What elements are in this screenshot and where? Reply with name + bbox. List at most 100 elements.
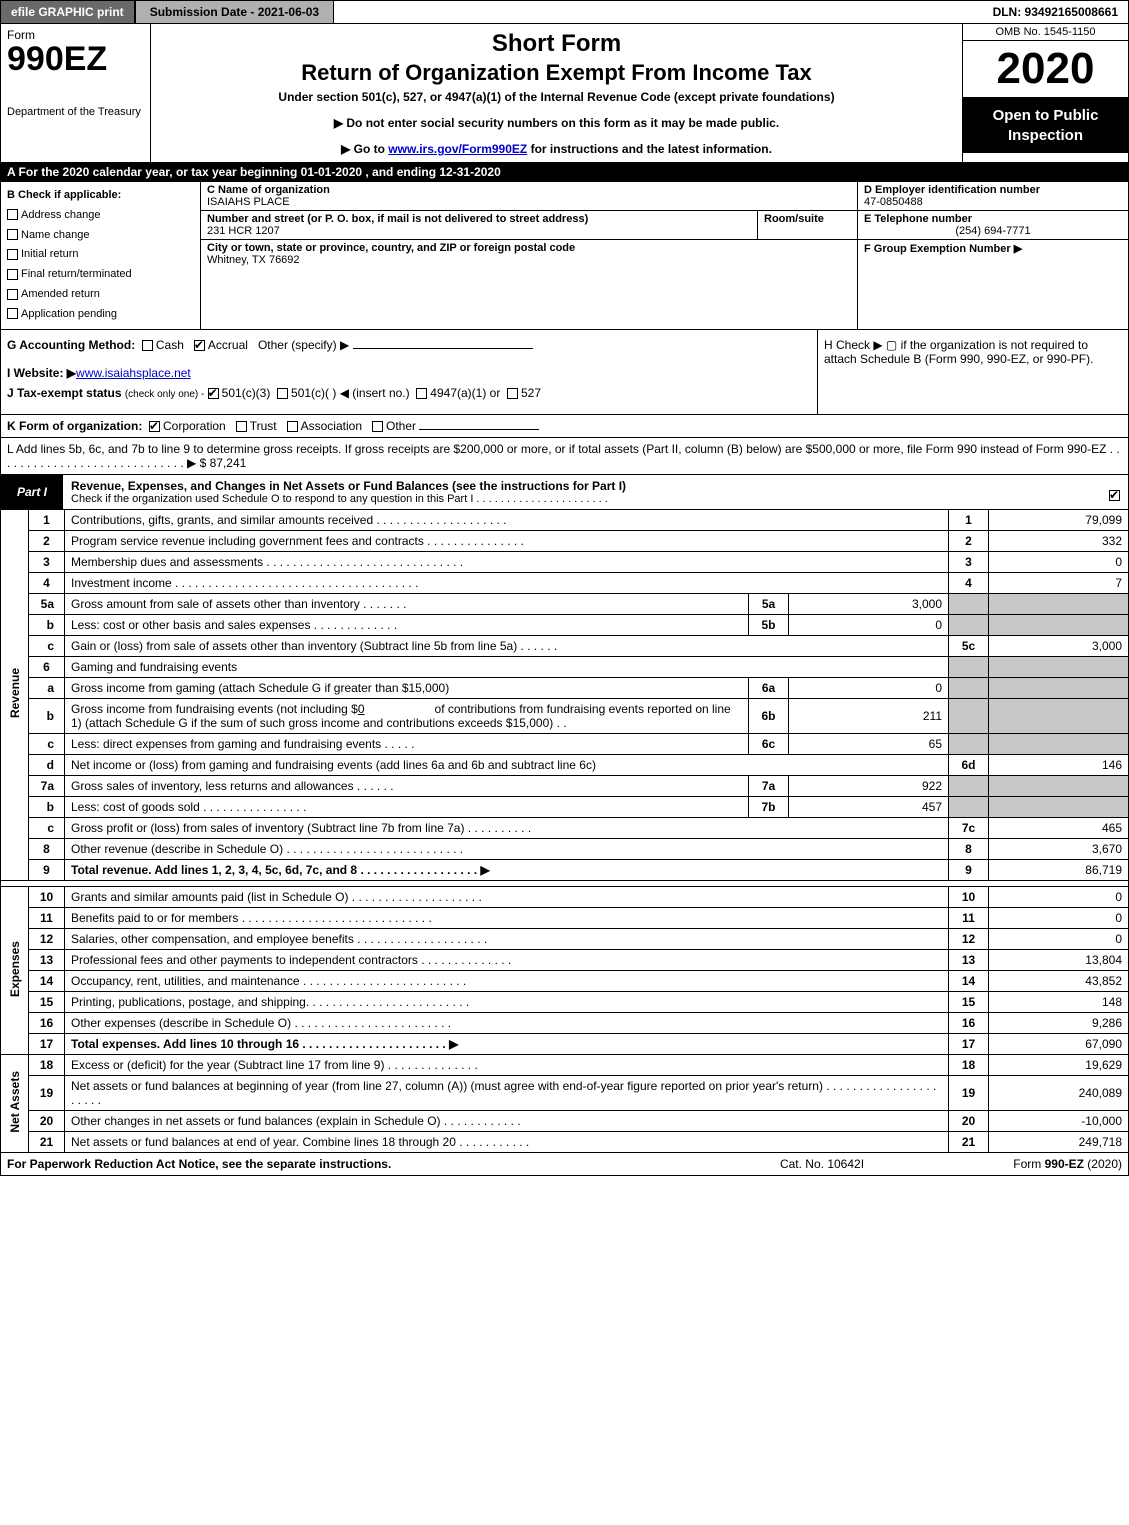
row-16: 16Other expenses (describe in Schedule O… bbox=[1, 1012, 1129, 1033]
chk-association[interactable] bbox=[287, 421, 298, 432]
line-6b-desc: Gross income from fundraising events (no… bbox=[65, 698, 749, 733]
row-15: 15Printing, publications, postage, and s… bbox=[1, 991, 1129, 1012]
row-7b: bLess: cost of goods sold . . . . . . . … bbox=[1, 796, 1129, 817]
chk-527[interactable] bbox=[507, 388, 518, 399]
org-name: ISAIAHS PLACE bbox=[207, 196, 290, 208]
efile-print-button[interactable]: efile GRAPHIC print bbox=[1, 1, 136, 23]
ein-cell: D Employer identification number 47-0850… bbox=[858, 182, 1128, 211]
note-goto-pre: ▶ Go to bbox=[341, 142, 388, 156]
entity-block: B Check if applicable: Address change Na… bbox=[0, 182, 1129, 330]
part1-header: Part I Revenue, Expenses, and Changes in… bbox=[0, 475, 1129, 510]
row-6: 6Gaming and fundraising events bbox=[1, 656, 1129, 677]
part1-title: Revenue, Expenses, and Changes in Net As… bbox=[63, 475, 1104, 509]
part1-table: Revenue 1 Contributions, gifts, grants, … bbox=[0, 510, 1129, 1153]
gij-left: G Accounting Method: Cash Accrual Other … bbox=[1, 330, 818, 414]
omb-number: OMB No. 1545-1150 bbox=[963, 24, 1128, 41]
open-public: Open to Public Inspection bbox=[963, 98, 1128, 153]
group-exemption-cell: F Group Exemption Number ▶ bbox=[858, 240, 1128, 329]
org-name-label: C Name of organization bbox=[207, 184, 330, 196]
room-label: Room/suite bbox=[764, 213, 824, 225]
chk-address-change[interactable]: Address change bbox=[7, 206, 194, 226]
chk-4947[interactable] bbox=[416, 388, 427, 399]
part1-tag: Part I bbox=[1, 475, 63, 509]
under-section: Under section 501(c), 527, or 4947(a)(1)… bbox=[161, 90, 952, 104]
chk-cash[interactable] bbox=[142, 340, 153, 351]
chk-amended-return[interactable]: Amended return bbox=[7, 285, 194, 305]
phone-cell: E Telephone number (254) 694-7771 bbox=[858, 211, 1128, 240]
row-20: 20Other changes in net assets or fund ba… bbox=[1, 1110, 1129, 1131]
phone-label: E Telephone number bbox=[864, 213, 972, 225]
row-17: 17Total expenses. Add lines 10 through 1… bbox=[1, 1033, 1129, 1054]
chk-501c3[interactable] bbox=[208, 388, 219, 399]
form-header: Form 990EZ Department of the Treasury Sh… bbox=[0, 24, 1129, 163]
org-city-cell: City or town, state or province, country… bbox=[201, 240, 857, 329]
row-7a: 7aGross sales of inventory, less returns… bbox=[1, 775, 1129, 796]
chk-trust[interactable] bbox=[236, 421, 247, 432]
line-i: I Website: ▶www.isaiahsplace.net bbox=[7, 366, 811, 380]
row-18: Net Assets 18Excess or (deficit) for the… bbox=[1, 1054, 1129, 1075]
row-21: 21Net assets or fund balances at end of … bbox=[1, 1131, 1129, 1152]
org-name-cell: C Name of organization ISAIAHS PLACE bbox=[201, 182, 857, 211]
return-title: Return of Organization Exempt From Incom… bbox=[161, 60, 952, 86]
ein-label: D Employer identification number bbox=[864, 184, 1040, 196]
revenue-vlabel: Revenue bbox=[1, 510, 29, 881]
row-6b: b Gross income from fundraising events (… bbox=[1, 698, 1129, 733]
row-5b: bLess: cost or other basis and sales exp… bbox=[1, 614, 1129, 635]
row-6a: aGross income from gaming (attach Schedu… bbox=[1, 677, 1129, 698]
col-c-org: C Name of organization ISAIAHS PLACE Num… bbox=[201, 182, 858, 329]
col-b-header: B Check if applicable: bbox=[7, 186, 194, 206]
note-goto: ▶ Go to www.irs.gov/Form990EZ for instru… bbox=[161, 142, 952, 156]
row-13: 13Professional fees and other payments t… bbox=[1, 949, 1129, 970]
footer-left: For Paperwork Reduction Act Notice, see … bbox=[7, 1157, 722, 1171]
chk-corporation[interactable] bbox=[149, 421, 160, 432]
row-6d: dNet income or (loss) from gaming and fu… bbox=[1, 754, 1129, 775]
chk-accrual[interactable] bbox=[194, 340, 205, 351]
form-number: 990EZ bbox=[7, 42, 144, 76]
org-addr-cell: Number and street (or P. O. box, if mail… bbox=[201, 211, 857, 240]
chk-application-pending[interactable]: Application pending bbox=[7, 305, 194, 325]
row-5c: cGain or (loss) from sale of assets othe… bbox=[1, 635, 1129, 656]
chk-final-return[interactable]: Final return/terminated bbox=[7, 265, 194, 285]
row-1: Revenue 1 Contributions, gifts, grants, … bbox=[1, 510, 1129, 531]
part1-checkbox[interactable] bbox=[1104, 475, 1128, 509]
note-goto-post: for instructions and the latest informat… bbox=[527, 142, 772, 156]
row-6c: cLess: direct expenses from gaming and f… bbox=[1, 733, 1129, 754]
row-10: Expenses 10Grants and similar amounts pa… bbox=[1, 886, 1129, 907]
line-l: L Add lines 5b, 6c, and 7b to line 9 to … bbox=[0, 438, 1129, 475]
row-2: 2Program service revenue including gover… bbox=[1, 530, 1129, 551]
footer-right: Form 990-EZ (2020) bbox=[922, 1157, 1122, 1171]
row-12: 12Salaries, other compensation, and empl… bbox=[1, 928, 1129, 949]
dln-number: DLN: 93492165008661 bbox=[983, 1, 1128, 23]
row-7c: cGross profit or (loss) from sales of in… bbox=[1, 817, 1129, 838]
row-8: 8Other revenue (describe in Schedule O) … bbox=[1, 838, 1129, 859]
header-right: OMB No. 1545-1150 2020 Open to Public In… bbox=[963, 24, 1128, 162]
row-19: 19Net assets or fund balances at beginni… bbox=[1, 1075, 1129, 1110]
top-bar: efile GRAPHIC print Submission Date - 20… bbox=[0, 0, 1129, 24]
row-5a: 5aGross amount from sale of assets other… bbox=[1, 593, 1129, 614]
chk-name-change[interactable]: Name change bbox=[7, 226, 194, 246]
row-a-tax-year: A For the 2020 calendar year, or tax yea… bbox=[0, 163, 1129, 182]
org-address: 231 HCR 1207 bbox=[207, 225, 280, 237]
website-link[interactable]: www.isaiahsplace.net bbox=[76, 366, 191, 380]
col-b-checkboxes: B Check if applicable: Address change Na… bbox=[1, 182, 201, 329]
row-14: 14Occupancy, rent, utilities, and mainte… bbox=[1, 970, 1129, 991]
line-k: K Form of organization: Corporation Trus… bbox=[0, 415, 1129, 438]
submission-date: Submission Date - 2021-06-03 bbox=[136, 1, 334, 23]
chk-initial-return[interactable]: Initial return bbox=[7, 245, 194, 265]
row-4: 4Investment income . . . . . . . . . . .… bbox=[1, 572, 1129, 593]
col-de: D Employer identification number 47-0850… bbox=[858, 182, 1128, 329]
note-ssn: ▶ Do not enter social security numbers o… bbox=[161, 116, 952, 130]
city-label: City or town, state or province, country… bbox=[207, 242, 575, 254]
group-exemption-label: F Group Exemption Number ▶ bbox=[864, 243, 1022, 255]
header-left: Form 990EZ Department of the Treasury bbox=[1, 24, 151, 162]
part1-sub: Check if the organization used Schedule … bbox=[71, 493, 1096, 505]
line-h: H Check ▶ ▢ if the organization is not r… bbox=[818, 330, 1128, 414]
irs-link[interactable]: www.irs.gov/Form990EZ bbox=[388, 142, 527, 156]
chk-501c[interactable] bbox=[277, 388, 288, 399]
row-11: 11Benefits paid to or for members . . . … bbox=[1, 907, 1129, 928]
topbar-spacer bbox=[334, 1, 982, 23]
org-city: Whitney, TX 76692 bbox=[207, 254, 300, 266]
department: Department of the Treasury bbox=[7, 106, 144, 118]
row-3: 3Membership dues and assessments . . . .… bbox=[1, 551, 1129, 572]
chk-other-org[interactable] bbox=[372, 421, 383, 432]
